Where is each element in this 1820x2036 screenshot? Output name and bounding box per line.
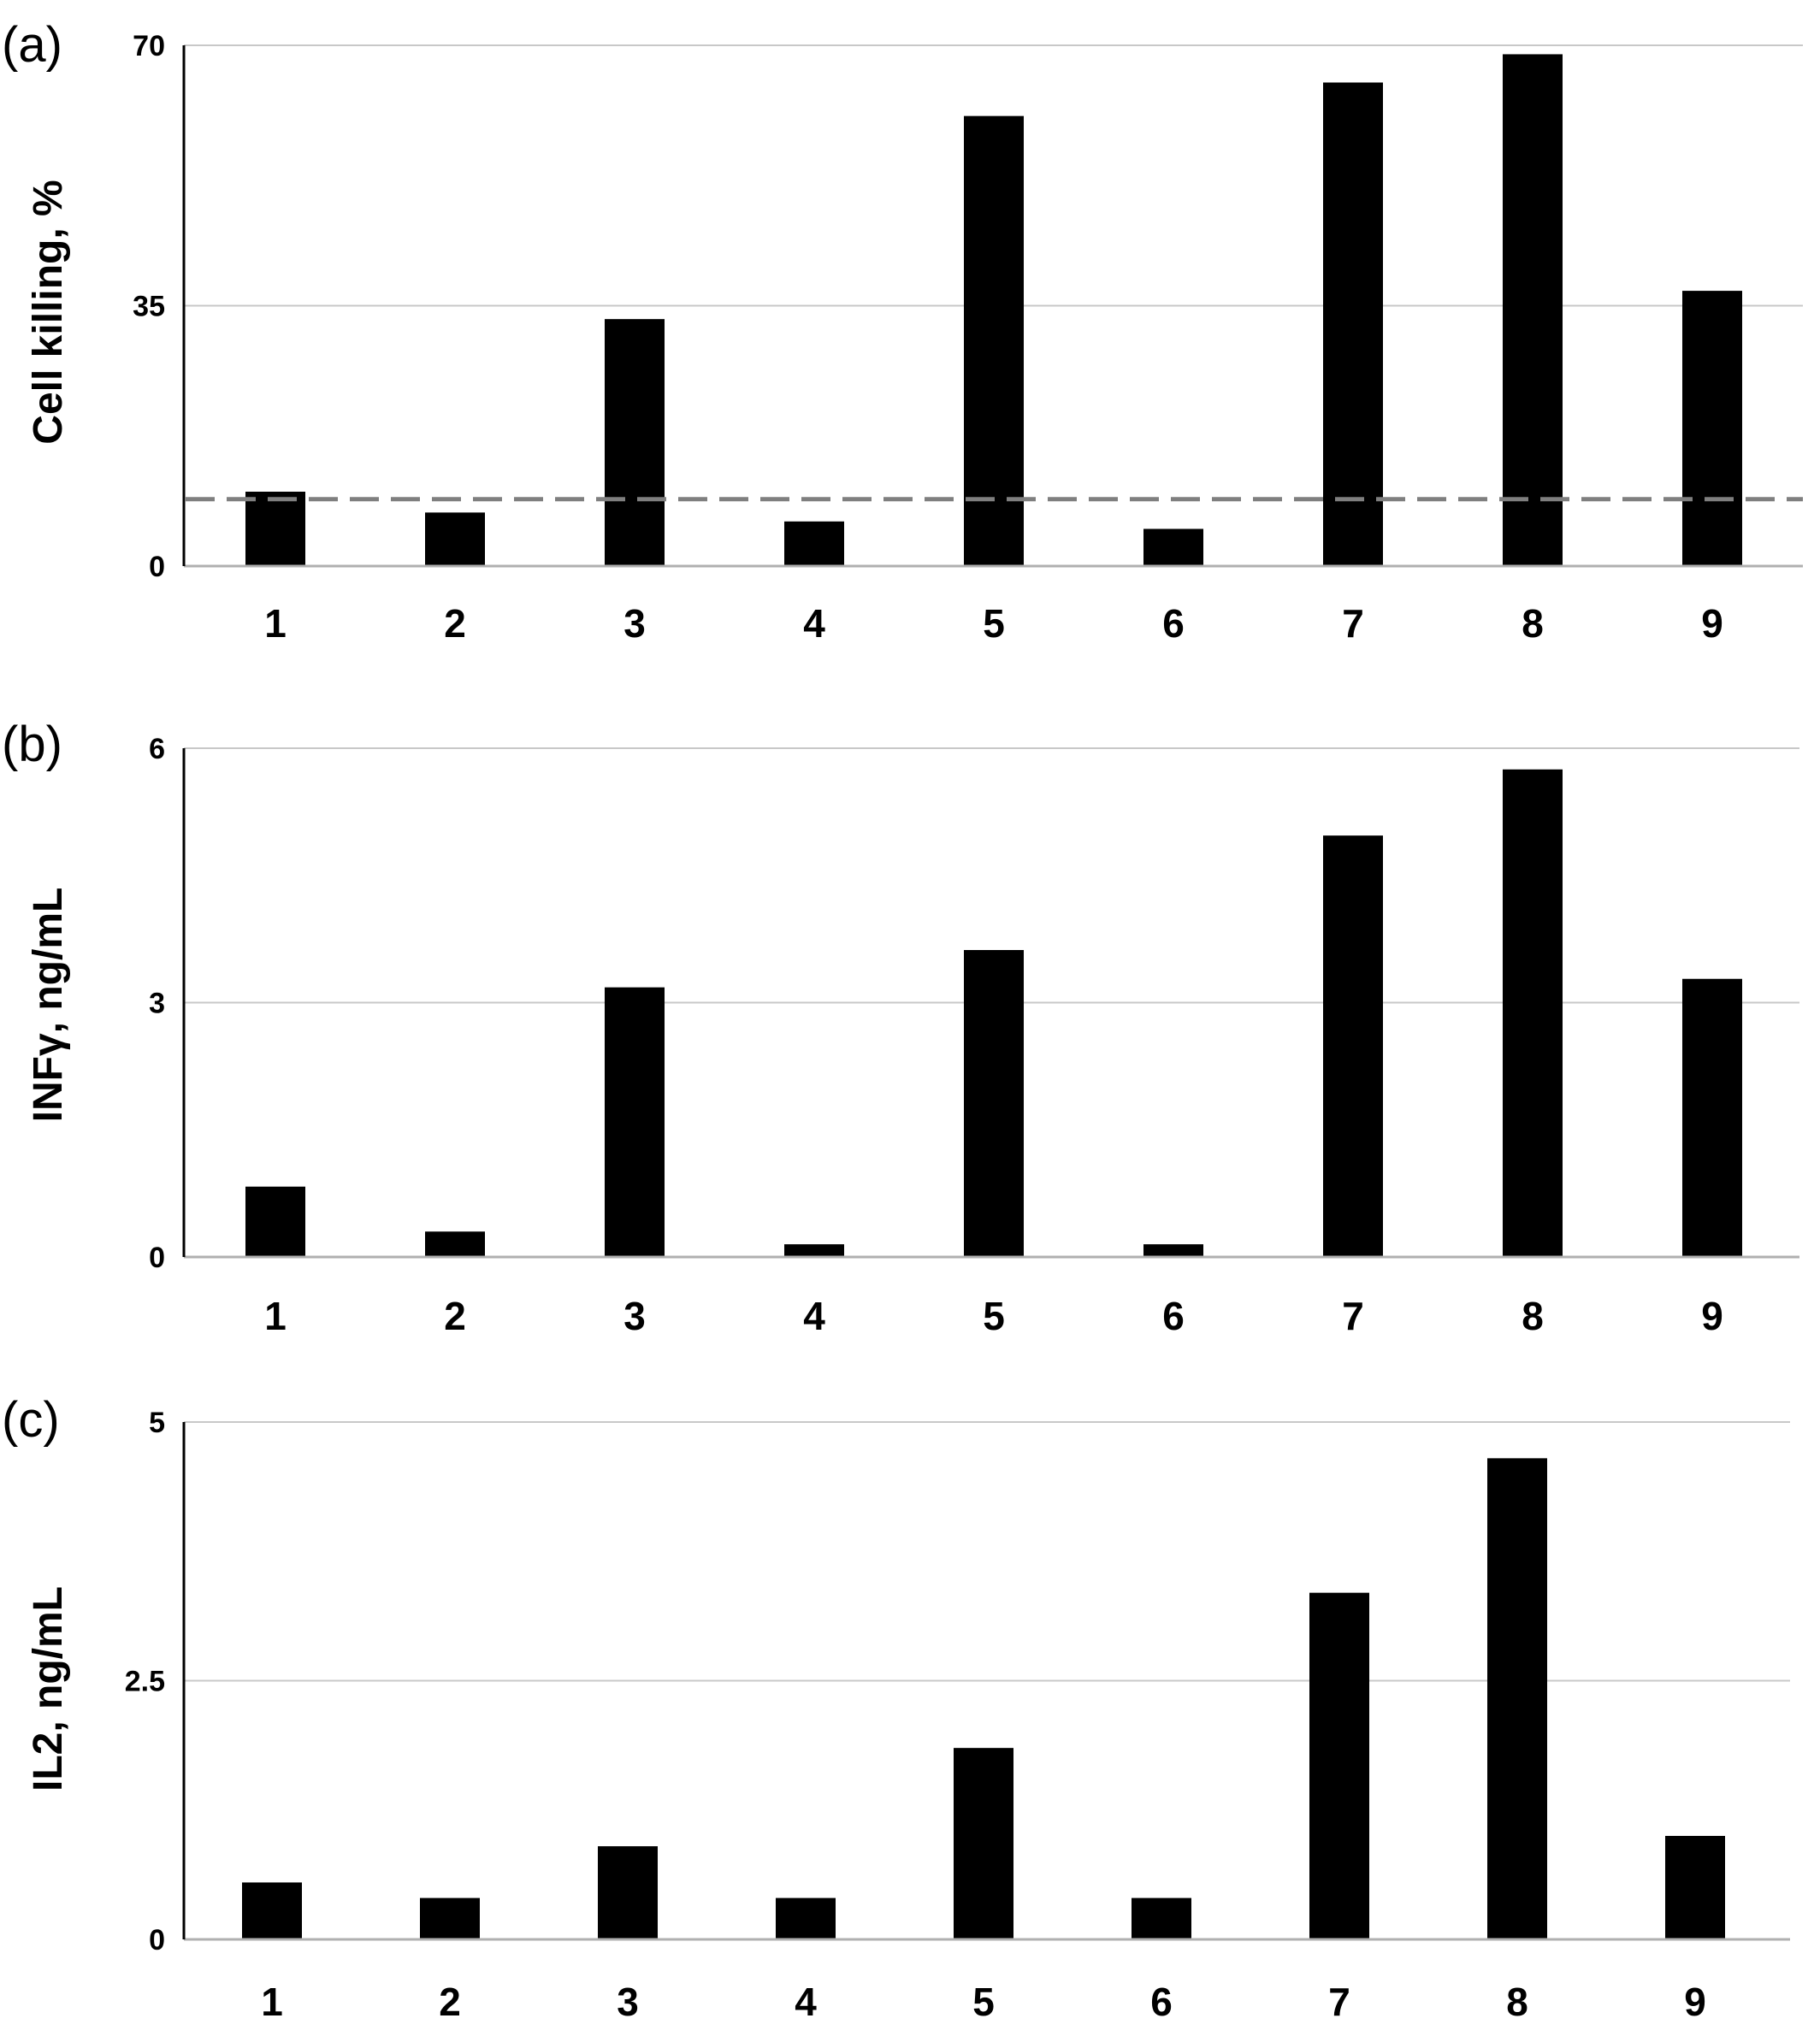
panel-b-bar-6 [1143,1244,1203,1257]
panel-c-bar-8 [1487,1458,1547,1939]
panel-b-ytick-label: 3 [149,988,165,1020]
panel-c-bar-2 [420,1897,480,1939]
panel-a-bar-4 [784,521,844,566]
panel-b-letter: (b) [2,717,62,772]
panel-c: (c) IL2, ng/mL 0 2.5 5 1 2 3 4 5 6 7 8 9 [2,1392,1790,2024]
panel-b-bar-3 [605,987,665,1257]
panel-a-xtick-label: 6 [1162,601,1185,646]
panel-a-xtick-label: 9 [1701,601,1723,646]
panel-c-bar-5 [954,1748,1013,1939]
panel-a-xtick-label: 5 [983,601,1005,646]
panel-b-xtick-label: 7 [1342,1294,1364,1338]
panel-c-bar-3 [598,1846,658,1939]
panel-b-ylabel: INFγ, ng/mL [26,888,71,1123]
panel-c-ytick-label: 0 [149,1924,165,1956]
panel-b-xtick-label: 6 [1162,1294,1185,1338]
panel-b-bar-5 [964,950,1024,1257]
panel-c-xtick-label: 6 [1150,1980,1173,2024]
panel-b-xtick-label: 4 [803,1294,825,1338]
panel-a-bar-9 [1682,291,1742,566]
panel-a-ytick-label: 35 [133,291,165,323]
panel-c-xtick-label: 3 [617,1980,639,2024]
panel-a-xtick-label: 7 [1342,601,1364,646]
panel-c-xtick-label: 4 [795,1980,817,2024]
panel-c-ylabel: IL2, ng/mL [26,1586,71,1791]
panel-c-bar-1 [242,1882,302,1939]
panel-b-bar-9 [1682,978,1742,1257]
panel-b-xtick-label: 2 [444,1294,466,1338]
panel-b-xtick-label: 8 [1522,1294,1544,1338]
panel-c-xtick-label: 2 [439,1980,461,2024]
panel-b-xtick-label: 5 [983,1294,1005,1338]
panel-b-ytick-label: 0 [149,1242,165,1274]
panel-b-bar-2 [425,1231,485,1257]
panel-b-bar-8 [1503,769,1563,1257]
panel-b: (b) INFγ, ng/mL 0 3 6 1 2 3 4 5 6 7 8 9 [2,717,1799,1338]
panel-c-plot: 0 2.5 5 1 2 3 4 5 6 7 8 9 [125,1407,1790,2024]
panel-a-ytick-label: 0 [149,551,165,583]
panel-c-xtick-label: 5 [972,1980,995,2024]
panel-c-xtick-label: 7 [1328,1980,1350,2024]
panel-a-bar-1 [245,492,305,566]
panel-a-bar-7 [1323,82,1383,566]
panel-c-ytick-label: 2.5 [125,1666,165,1698]
panel-c-xtick-label: 9 [1684,1980,1706,2024]
panel-b-bar-7 [1323,835,1383,1257]
panel-a-xtick-label: 3 [623,601,646,646]
panel-a-xtick-label: 2 [444,601,466,646]
panel-c-bar-4 [776,1897,836,1939]
panel-a-bar-6 [1143,528,1203,566]
panel-c-xtick-label: 1 [261,1980,283,2024]
panel-b-bar-1 [245,1186,305,1257]
panel-c-ytick-label: 5 [149,1407,165,1439]
panel-b-bar-4 [784,1244,844,1257]
panel-a-ytick-label: 70 [133,30,165,62]
panel-a-bar-5 [964,115,1024,566]
panel-c-letter: (c) [2,1392,60,1448]
panel-a: (a) Cell killing, % 0 35 70 1 2 3 4 5 6 7 8 9 [2,17,1803,646]
panel-c-bar-6 [1132,1897,1191,1939]
panel-a-bar-2 [425,512,485,566]
panel-b-plot: 0 3 6 1 2 3 4 5 6 7 8 9 [149,733,1799,1338]
panel-a-xtick-label: 8 [1522,601,1544,646]
panel-b-xtick-label: 3 [623,1294,646,1338]
panel-c-bar-9 [1665,1836,1725,1939]
panel-c-bar-7 [1309,1592,1369,1939]
panel-b-xtick-label: 9 [1701,1294,1723,1338]
panel-b-ytick-label: 6 [149,733,165,765]
panel-a-bar-3 [605,319,665,566]
panel-a-letter: (a) [2,17,62,73]
panel-a-xtick-label: 4 [803,601,825,646]
panel-c-xtick-label: 8 [1506,1980,1528,2024]
panel-a-plot: 0 35 70 1 2 3 4 5 6 7 8 9 [133,30,1803,646]
panel-a-ylabel: Cell killing, % [26,180,71,444]
panel-a-xtick-label: 1 [264,601,287,646]
panel-b-xtick-label: 1 [264,1294,287,1338]
panel-a-bar-8 [1503,54,1563,566]
